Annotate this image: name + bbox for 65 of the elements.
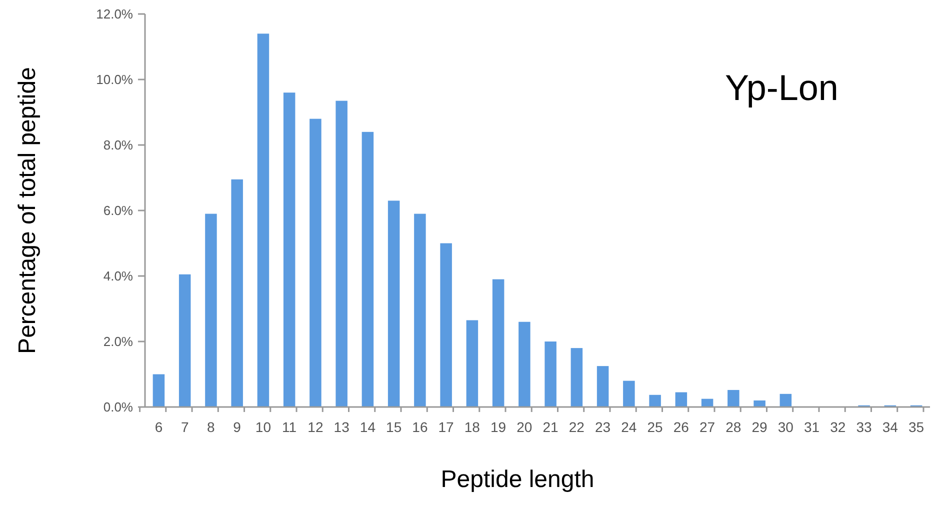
x-tick-label: 21: [542, 419, 559, 435]
y-tick-label: 6.0%: [103, 203, 134, 218]
x-tick-label: 28: [726, 419, 742, 435]
x-tick-label: 11: [282, 419, 297, 435]
bar: [388, 200, 400, 407]
bar: [754, 400, 766, 407]
bar: [178, 274, 191, 407]
x-tick-label: 27: [700, 419, 716, 435]
bar: [780, 394, 792, 407]
bar: [675, 392, 688, 407]
x-tick-label: 34: [882, 419, 898, 435]
y-axis-title: Percentage of total peptide: [14, 67, 41, 354]
bar: [728, 390, 740, 407]
x-tick-label: 35: [908, 419, 924, 435]
x-tick-label: 14: [360, 419, 376, 435]
y-tick-label: 2.0%: [103, 334, 134, 350]
x-tick-label: 25: [647, 419, 664, 435]
y-tick-label: 0.0%: [103, 400, 134, 415]
bar: [701, 398, 714, 407]
bar: [623, 380, 635, 407]
x-tick-label: 8: [207, 419, 216, 435]
y-tick-label: 12.0%: [96, 6, 134, 22]
bar: [440, 243, 452, 407]
bar: [283, 92, 296, 407]
bar: [152, 374, 165, 407]
x-tick-label: 7: [180, 419, 189, 435]
x-axis-title: Peptide length: [440, 466, 594, 493]
bar: [544, 342, 556, 407]
y-tick-label: 4.0%: [103, 268, 134, 284]
x-tick-label: 24: [621, 419, 637, 435]
x-tick-label: 19: [490, 419, 506, 435]
x-tick-label: 23: [595, 419, 611, 435]
x-tick-label: 12: [308, 419, 324, 435]
bar: [570, 348, 583, 407]
x-tick-label: 29: [752, 419, 768, 435]
bar: [414, 214, 426, 407]
x-tick-label: 30: [778, 419, 794, 435]
x-tick-label: 32: [830, 419, 846, 435]
x-tick-label: 18: [464, 419, 480, 435]
bar: [336, 100, 348, 407]
x-tick-label: 22: [568, 419, 585, 435]
bar: [310, 118, 322, 407]
annotation: Yp-Lon: [725, 67, 838, 108]
bar: [362, 132, 374, 407]
bar: [492, 279, 504, 407]
x-tick-label: 13: [334, 419, 350, 435]
bar: [518, 322, 530, 407]
x-tick-label: 15: [386, 419, 402, 435]
x-tick-label: 20: [516, 419, 532, 435]
x-tick-label: 33: [856, 419, 872, 435]
bar: [257, 34, 270, 407]
bar: [596, 366, 609, 407]
x-tick-label: 9: [233, 419, 242, 435]
bar: [466, 320, 478, 407]
x-tick-label: 26: [673, 419, 690, 435]
x-tick-label: 16: [412, 419, 428, 435]
x-tick-label: 10: [255, 419, 272, 435]
y-tick-label: 10.0%: [96, 72, 134, 88]
bar: [649, 394, 661, 407]
y-tick-label: 8.0%: [103, 138, 134, 153]
bar: [205, 214, 217, 407]
x-tick-label: 17: [438, 419, 454, 435]
x-tick-label: 6: [154, 419, 163, 435]
bar: [231, 179, 243, 407]
x-tick-label: 31: [804, 419, 820, 435]
